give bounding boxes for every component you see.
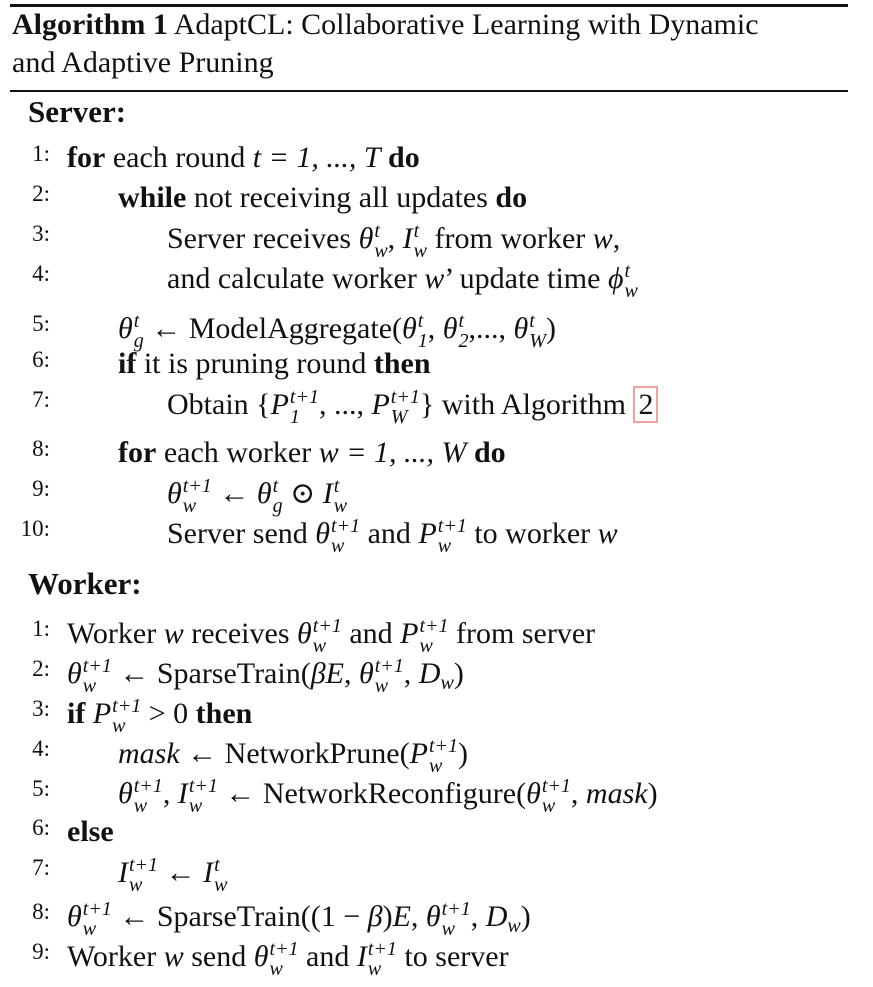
algorithm-label: Algorithm 1 xyxy=(12,8,168,41)
server-heading: Server: xyxy=(28,94,127,129)
caption-rule xyxy=(10,90,848,92)
algorithm-title-line1: AdaptCL: Collaborative Learning with Dyn… xyxy=(173,8,759,41)
worker-heading: Worker: xyxy=(28,566,142,601)
algorithm-caption: Algorithm 1 AdaptCL: Collaborative Learn… xyxy=(12,6,852,82)
algorithm-title-line2: and Adaptive Pruning xyxy=(12,46,274,79)
top-rule xyxy=(10,4,848,7)
algorithm-2-link[interactable]: 2 xyxy=(633,385,659,423)
